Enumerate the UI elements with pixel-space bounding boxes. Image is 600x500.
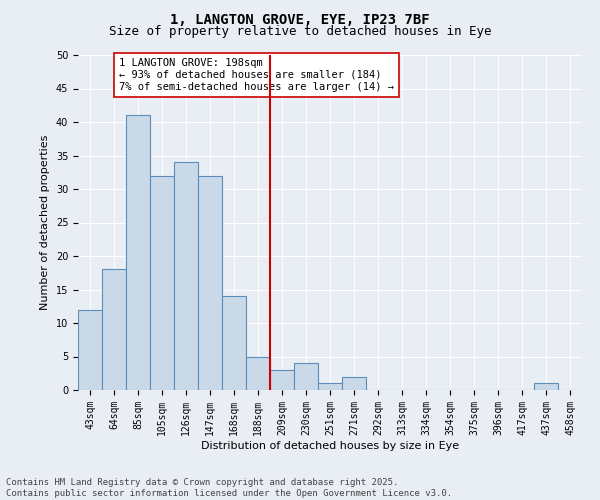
- Bar: [534, 384, 558, 390]
- Text: 1 LANGTON GROVE: 198sqm
← 93% of detached houses are smaller (184)
7% of semi-de: 1 LANGTON GROVE: 198sqm ← 93% of detache…: [119, 58, 394, 92]
- Bar: [222, 296, 246, 390]
- Text: Size of property relative to detached houses in Eye: Size of property relative to detached ho…: [109, 25, 491, 38]
- Bar: [318, 384, 342, 390]
- Bar: [102, 270, 126, 390]
- X-axis label: Distribution of detached houses by size in Eye: Distribution of detached houses by size …: [201, 440, 459, 450]
- Bar: [198, 176, 222, 390]
- Bar: [174, 162, 198, 390]
- Bar: [78, 310, 102, 390]
- Bar: [294, 363, 318, 390]
- Bar: [150, 176, 174, 390]
- Bar: [342, 376, 366, 390]
- Text: 1, LANGTON GROVE, EYE, IP23 7BF: 1, LANGTON GROVE, EYE, IP23 7BF: [170, 12, 430, 26]
- Bar: [126, 116, 150, 390]
- Bar: [246, 356, 270, 390]
- Bar: [270, 370, 294, 390]
- Text: Contains HM Land Registry data © Crown copyright and database right 2025.
Contai: Contains HM Land Registry data © Crown c…: [6, 478, 452, 498]
- Y-axis label: Number of detached properties: Number of detached properties: [40, 135, 50, 310]
